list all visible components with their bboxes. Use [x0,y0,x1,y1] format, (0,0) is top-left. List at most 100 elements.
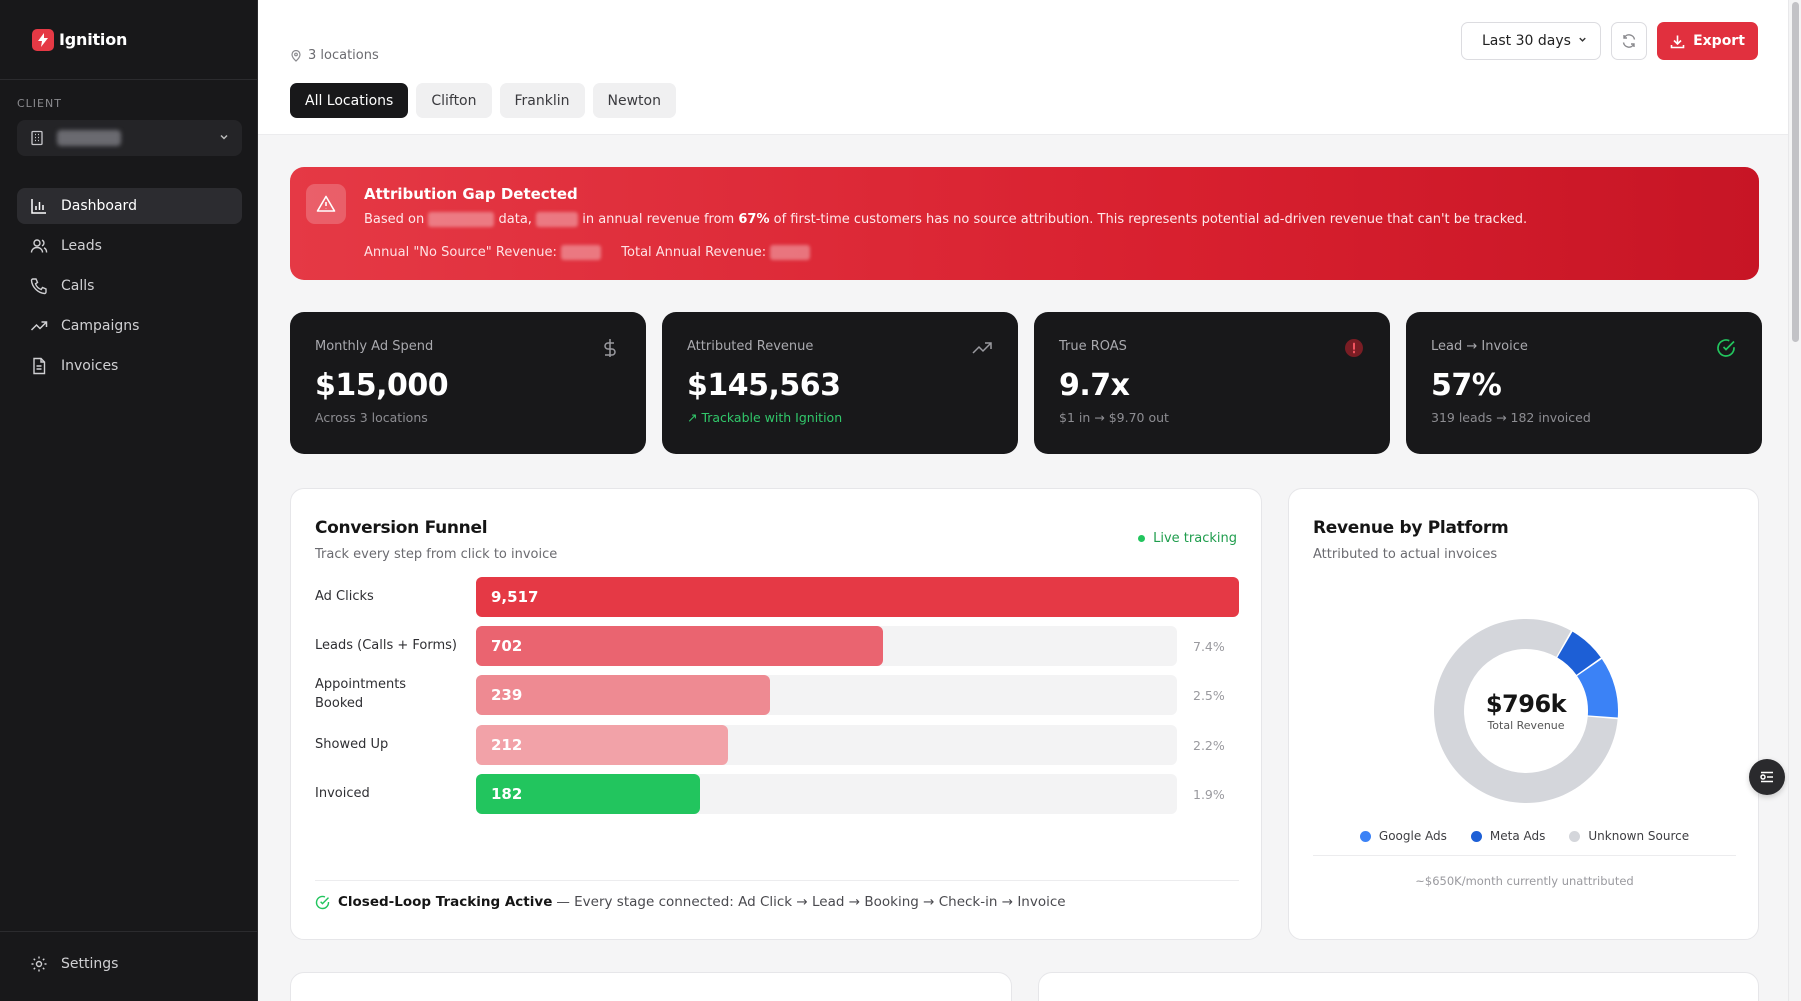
export-button[interactable]: Export [1657,22,1758,60]
list-toggle-icon [1760,771,1773,783]
closed-loop-title: Closed-Loop Tracking Active [338,894,553,910]
sidebar-item-label: Dashboard [61,198,137,214]
location-count-text: 3 locations [308,48,379,63]
conversion-funnel-card: Conversion Funnel Track every step from … [290,488,1262,940]
funnel-stage-row: Ad Clicks 9,517 [315,577,1239,617]
refresh-button[interactable] [1611,22,1647,60]
divider [315,880,1239,881]
card-title: Conversion Funnel [315,518,488,538]
sidebar-item-settings[interactable]: Settings [29,954,118,974]
legend-label: Unknown Source [1588,829,1690,843]
stat-label: Lead → Invoice [1431,339,1528,354]
phone-icon [29,276,49,296]
legend-dot [1470,830,1482,842]
sidebar-item-label: Calls [61,278,95,294]
funnel-stage-percent: 7.4% [1193,638,1225,654]
revenue-donut-chart: $796k Total Revenue [1434,619,1618,803]
funnel-stage-label: Invoiced [315,785,370,801]
users-icon [29,236,49,256]
funnel-bar: 9,517 [476,577,1239,617]
date-range-select[interactable]: Last 30 days [1461,22,1601,60]
alert-footer: Annual "No Source" Revenue: Total Annual… [364,245,811,260]
alert-body-revenue: in annual revenue from [582,212,735,227]
stat-card-attributed-revenue: Attributed Revenue $145,563 ↗ Trackable … [662,312,1018,454]
funnel-bar-value: 9,517 [491,588,539,606]
stat-label: True ROAS [1059,339,1127,354]
client-select[interactable] [17,120,242,156]
dollar-icon [600,338,620,358]
location-tabs: All Locations Clifton Franklin Newton [290,83,676,118]
stat-sub: 319 leads → 182 invoiced [1431,410,1591,425]
legend-label: Google Ads [1378,829,1447,843]
main-content: 3 locations All Locations Clifton Frankl… [258,0,1788,1001]
sidebar-item-campaigns[interactable]: Campaigns [17,308,242,344]
floating-action-button[interactable] [1749,759,1785,795]
donut-slice-unknown-source[interactable] [1434,619,1618,803]
funnel-stage-percent: 2.2% [1193,737,1225,753]
tab-all-locations[interactable]: All Locations [290,83,409,118]
warning-triangle-icon [306,184,346,224]
alert-body-suffix: of first-time customers has no source at… [773,212,1528,227]
brand[interactable]: Ignition [0,0,257,80]
stat-sub: $1 in → $9.70 out [1059,410,1169,425]
donut-slice-meta-ads[interactable] [1557,631,1601,675]
date-range-value: Last 30 days [1482,33,1571,49]
top-actions: Last 30 days Export [1461,22,1758,60]
live-tracking-label: Live tracking [1153,531,1237,546]
stat-card-ad-spend: Monthly Ad Spend $15,000 Across 3 locati… [290,312,646,454]
map-pin-icon [291,49,301,62]
donut-slice-google-ads[interactable] [1577,658,1618,718]
top-bar: 3 locations All Locations Clifton Frankl… [258,0,1788,135]
lightning-logo-icon [32,28,54,51]
funnel-bar: 702 [476,626,883,666]
client-label: CLIENT [17,97,62,110]
funnel-stage-percent: 2.5% [1193,687,1225,703]
check-circle-icon [315,895,330,909]
funnel-bar: 182 [476,774,700,814]
unattributed-note: ~$650K/month currently unattributed [1415,874,1634,888]
export-label: Export [1693,33,1745,49]
chart-legend: Google Ads Meta Ads Unknown Source [1289,829,1760,843]
donut-total-value: $796k [1485,690,1567,718]
redacted-value [561,245,602,260]
sidebar-item-label: Campaigns [61,318,140,334]
legend-item-google-ads: Google Ads [1359,829,1447,843]
app-name: Ignition [59,30,128,49]
sidebar-item-dashboard[interactable]: Dashboard [17,188,242,224]
page-scrollbar[interactable] [1788,0,1801,1001]
sidebar-item-invoices[interactable]: Invoices [17,348,242,384]
tab-franklin[interactable]: Franklin [499,83,585,118]
sidebar: Ignition CLIENT Dashboard Leads Calls [0,0,258,1001]
funnel-stage-label: Leads (Calls + Forms) [315,637,457,653]
alert-body: Based on data, in annual revenue from 67… [364,212,1527,227]
legend-item-meta-ads: Meta Ads [1470,829,1545,843]
stat-label: Attributed Revenue [687,339,814,354]
sidebar-item-label: Leads [61,238,102,254]
donut-center: $796k Total Revenue [1434,619,1618,803]
gear-icon [29,954,49,974]
funnel-bar: 212 [476,725,728,765]
sidebar-item-calls[interactable]: Calls [17,268,242,304]
funnel-bar-value: 239 [491,686,523,704]
stat-value: 9.7x [1059,368,1130,403]
funnel-stage-label: Ad Clicks [315,588,374,604]
download-icon [1670,35,1685,48]
chevron-down-icon [1577,34,1588,48]
sidebar-item-leads[interactable]: Leads [17,228,242,264]
stat-value: 57% [1431,368,1502,403]
client-name-redacted [57,130,121,146]
trending-up-icon [972,338,992,358]
donut-svg [1434,619,1618,803]
tab-clifton[interactable]: Clifton [416,83,492,118]
funnel-stage-row: Appointments Booked 239 2.5% [315,675,1239,715]
tab-newton[interactable]: Newton [592,83,676,118]
redacted-value [770,245,811,260]
total-revenue-label: Total Annual Revenue: [621,245,767,260]
legend-item-unknown-source: Unknown Source [1569,829,1689,843]
check-circle-icon [1716,338,1736,358]
redacted-value [536,212,579,227]
stat-sub: ↗ Trackable with Ignition [687,410,843,425]
live-tracking-indicator: Live tracking [1138,531,1237,546]
stat-card-true-roas: True ROAS 9.7x $1 in → $9.70 out [1034,312,1390,454]
scrollbar-thumb[interactable] [1792,2,1799,342]
